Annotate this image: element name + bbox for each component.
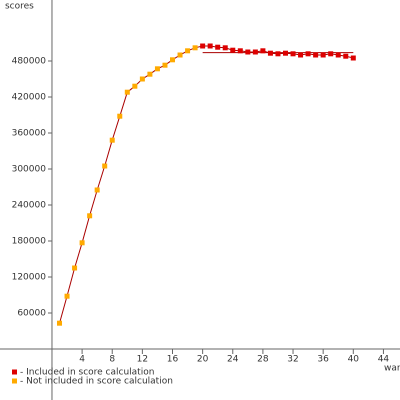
point bbox=[320, 52, 326, 58]
point bbox=[335, 52, 341, 58]
data-line bbox=[59, 45, 354, 324]
point bbox=[79, 240, 85, 246]
x-tick-label: 44 bbox=[378, 355, 390, 365]
x-tick-label: 8 bbox=[109, 355, 115, 365]
point bbox=[72, 265, 78, 271]
point bbox=[139, 76, 145, 82]
x-tick-label: 24 bbox=[227, 355, 239, 365]
point bbox=[57, 320, 63, 326]
point bbox=[230, 47, 236, 53]
legend-swatch bbox=[12, 378, 17, 384]
y-tick-label: 480000 bbox=[12, 57, 47, 67]
y-tick-label: 360000 bbox=[12, 129, 47, 139]
point bbox=[192, 45, 198, 51]
point bbox=[94, 187, 100, 193]
point bbox=[207, 43, 213, 49]
point bbox=[328, 51, 334, 57]
point bbox=[132, 83, 138, 89]
y-axis-label: scores bbox=[5, 2, 34, 12]
point bbox=[282, 50, 288, 56]
y-tick-label: 120000 bbox=[12, 273, 47, 283]
point bbox=[200, 43, 206, 49]
x-tick-label: 40 bbox=[348, 355, 360, 365]
point bbox=[252, 49, 258, 55]
point bbox=[245, 49, 251, 55]
y-tick-label: 420000 bbox=[12, 93, 47, 103]
point bbox=[305, 51, 311, 57]
x-axis-label: war bbox=[384, 364, 400, 374]
point bbox=[154, 66, 160, 72]
y-tick-label: 60000 bbox=[17, 309, 46, 319]
point bbox=[298, 52, 304, 58]
point bbox=[260, 48, 266, 54]
legend-swatch bbox=[12, 369, 17, 375]
point bbox=[64, 293, 70, 299]
x-tick-label: 12 bbox=[137, 355, 148, 365]
legend-label: - Included in score calculation bbox=[20, 368, 154, 378]
legend-label: - Not included in score calculation bbox=[20, 377, 173, 387]
y-tick-label: 300000 bbox=[12, 165, 47, 175]
point bbox=[290, 51, 296, 57]
y-tick-label: 240000 bbox=[12, 201, 47, 211]
point bbox=[162, 62, 168, 68]
point bbox=[237, 48, 243, 54]
point bbox=[275, 51, 281, 57]
x-tick-label: 16 bbox=[167, 355, 179, 365]
point bbox=[170, 57, 176, 63]
x-tick-label: 28 bbox=[257, 355, 269, 365]
point bbox=[147, 71, 153, 77]
point bbox=[350, 55, 356, 61]
point bbox=[109, 137, 115, 143]
x-tick-label: 32 bbox=[287, 355, 298, 365]
point bbox=[343, 53, 349, 59]
x-tick-label: 20 bbox=[197, 355, 209, 365]
x-tick-label: 36 bbox=[317, 355, 329, 365]
point bbox=[124, 89, 130, 95]
point bbox=[117, 113, 123, 119]
y-tick-label: 180000 bbox=[12, 237, 47, 247]
point bbox=[185, 48, 191, 54]
point bbox=[313, 52, 319, 58]
point bbox=[102, 163, 108, 169]
point bbox=[87, 213, 93, 219]
x-tick-label: 4 bbox=[79, 355, 85, 365]
point bbox=[177, 52, 183, 58]
point bbox=[222, 45, 228, 51]
point bbox=[267, 50, 273, 56]
point bbox=[215, 44, 221, 50]
